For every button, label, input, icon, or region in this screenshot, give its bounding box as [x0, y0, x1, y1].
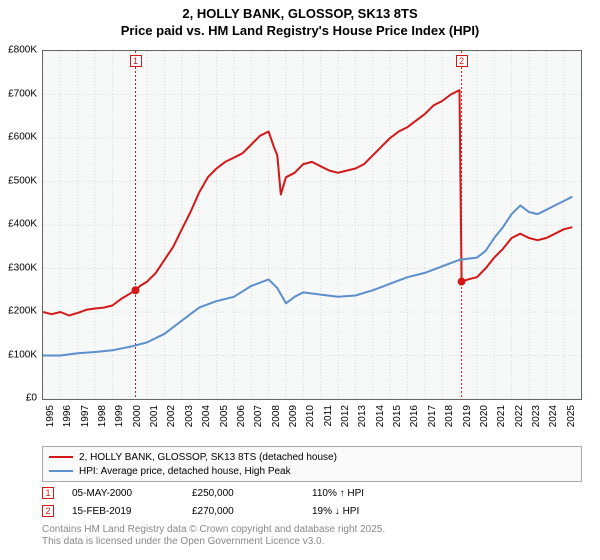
x-tick: 2025 [566, 405, 577, 427]
chart-plot-area: 12 [42, 50, 582, 400]
sale-marker-delta: 110% ↑ HPI [312, 488, 432, 499]
legend-label: HPI: Average price, detached house, High… [79, 466, 291, 477]
legend-swatch [49, 470, 73, 472]
x-tick: 2009 [288, 405, 299, 427]
x-tick: 2005 [219, 405, 230, 427]
x-tick: 2020 [479, 405, 490, 427]
legend-label: 2, HOLLY BANK, GLOSSOP, SK13 8TS (detach… [79, 452, 337, 463]
x-tick: 2014 [375, 405, 386, 427]
y-tick: £100K [8, 349, 37, 360]
legend-item: HPI: Average price, detached house, High… [49, 464, 575, 478]
x-tick: 2015 [392, 405, 403, 427]
y-tick: £500K [8, 175, 37, 186]
x-tick: 2006 [236, 405, 247, 427]
sale-marker-index-box: 1 [42, 487, 54, 499]
x-tick: 2024 [548, 405, 559, 427]
sale-marker-index-box: 2 [42, 505, 54, 517]
x-tick: 2017 [427, 405, 438, 427]
sale-marker-price: £250,000 [192, 488, 312, 499]
x-tick: 2004 [201, 405, 212, 427]
x-tick: 2008 [271, 405, 282, 427]
footer-attribution: Contains HM Land Registry data © Crown c… [42, 524, 582, 548]
y-tick: £400K [8, 219, 37, 230]
y-tick: £600K [8, 132, 37, 143]
footer-line1: Contains HM Land Registry data © Crown c… [42, 524, 582, 536]
sale-marker-date: 15-FEB-2019 [72, 506, 192, 517]
sale-marker-label-1: 1 [130, 55, 142, 67]
x-tick: 2010 [305, 405, 316, 427]
x-axis: 1995 1996 1997 1998 1999 2000 2001 2002 2003 2004… [42, 403, 582, 443]
x-tick: 2018 [444, 405, 455, 427]
y-tick: £300K [8, 262, 37, 273]
sale-marker-date: 05-MAY-2000 [72, 488, 192, 499]
x-tick: 1996 [62, 405, 73, 427]
chart-svg [43, 51, 581, 399]
x-tick: 2000 [132, 405, 143, 427]
sale-marker-delta: 19% ↓ HPI [312, 506, 432, 517]
x-tick: 2021 [496, 405, 507, 427]
x-tick: 1998 [97, 405, 108, 427]
x-tick: 2019 [462, 405, 473, 427]
title-line1: 2, HOLLY BANK, GLOSSOP, SK13 8TS [0, 6, 600, 23]
y-tick: £0 [26, 393, 37, 404]
x-tick: 2023 [531, 405, 542, 427]
x-tick: 2001 [149, 405, 160, 427]
y-tick: £700K [8, 88, 37, 99]
y-axis: £0£100K£200K£300K£400K£500K£600K£700K£80… [0, 50, 40, 400]
x-tick: 1999 [114, 405, 125, 427]
x-tick: 2013 [357, 405, 368, 427]
legend-item: 2, HOLLY BANK, GLOSSOP, SK13 8TS (detach… [49, 450, 575, 464]
x-tick: 2011 [323, 405, 334, 427]
sale-marker-row: 1 05-MAY-2000£250,000110% ↑ HPI [42, 484, 582, 502]
sale-marker-label-2: 2 [456, 55, 468, 67]
x-tick: 1997 [80, 405, 91, 427]
legend-swatch [49, 456, 73, 458]
x-tick: 2007 [253, 405, 264, 427]
y-tick: £800K [8, 45, 37, 56]
x-tick: 2022 [514, 405, 525, 427]
sale-markers-table: 1 05-MAY-2000£250,000110% ↑ HPI 2 15-FEB-20… [42, 484, 582, 520]
chart-legend: 2, HOLLY BANK, GLOSSOP, SK13 8TS (detach… [42, 446, 582, 482]
title-line2: Price paid vs. HM Land Registry's House … [0, 23, 600, 40]
x-tick: 2003 [184, 405, 195, 427]
chart-title: 2, HOLLY BANK, GLOSSOP, SK13 8TS Price p… [0, 0, 600, 40]
footer-line2: This data is licensed under the Open Gov… [42, 536, 582, 548]
x-tick: 2016 [409, 405, 420, 427]
y-tick: £200K [8, 306, 37, 317]
x-tick: 2002 [166, 405, 177, 427]
x-tick: 2012 [340, 405, 351, 427]
sale-marker-row: 2 15-FEB-2019£270,00019% ↓ HPI [42, 502, 582, 520]
sale-marker-price: £270,000 [192, 506, 312, 517]
x-tick: 1995 [45, 405, 56, 427]
